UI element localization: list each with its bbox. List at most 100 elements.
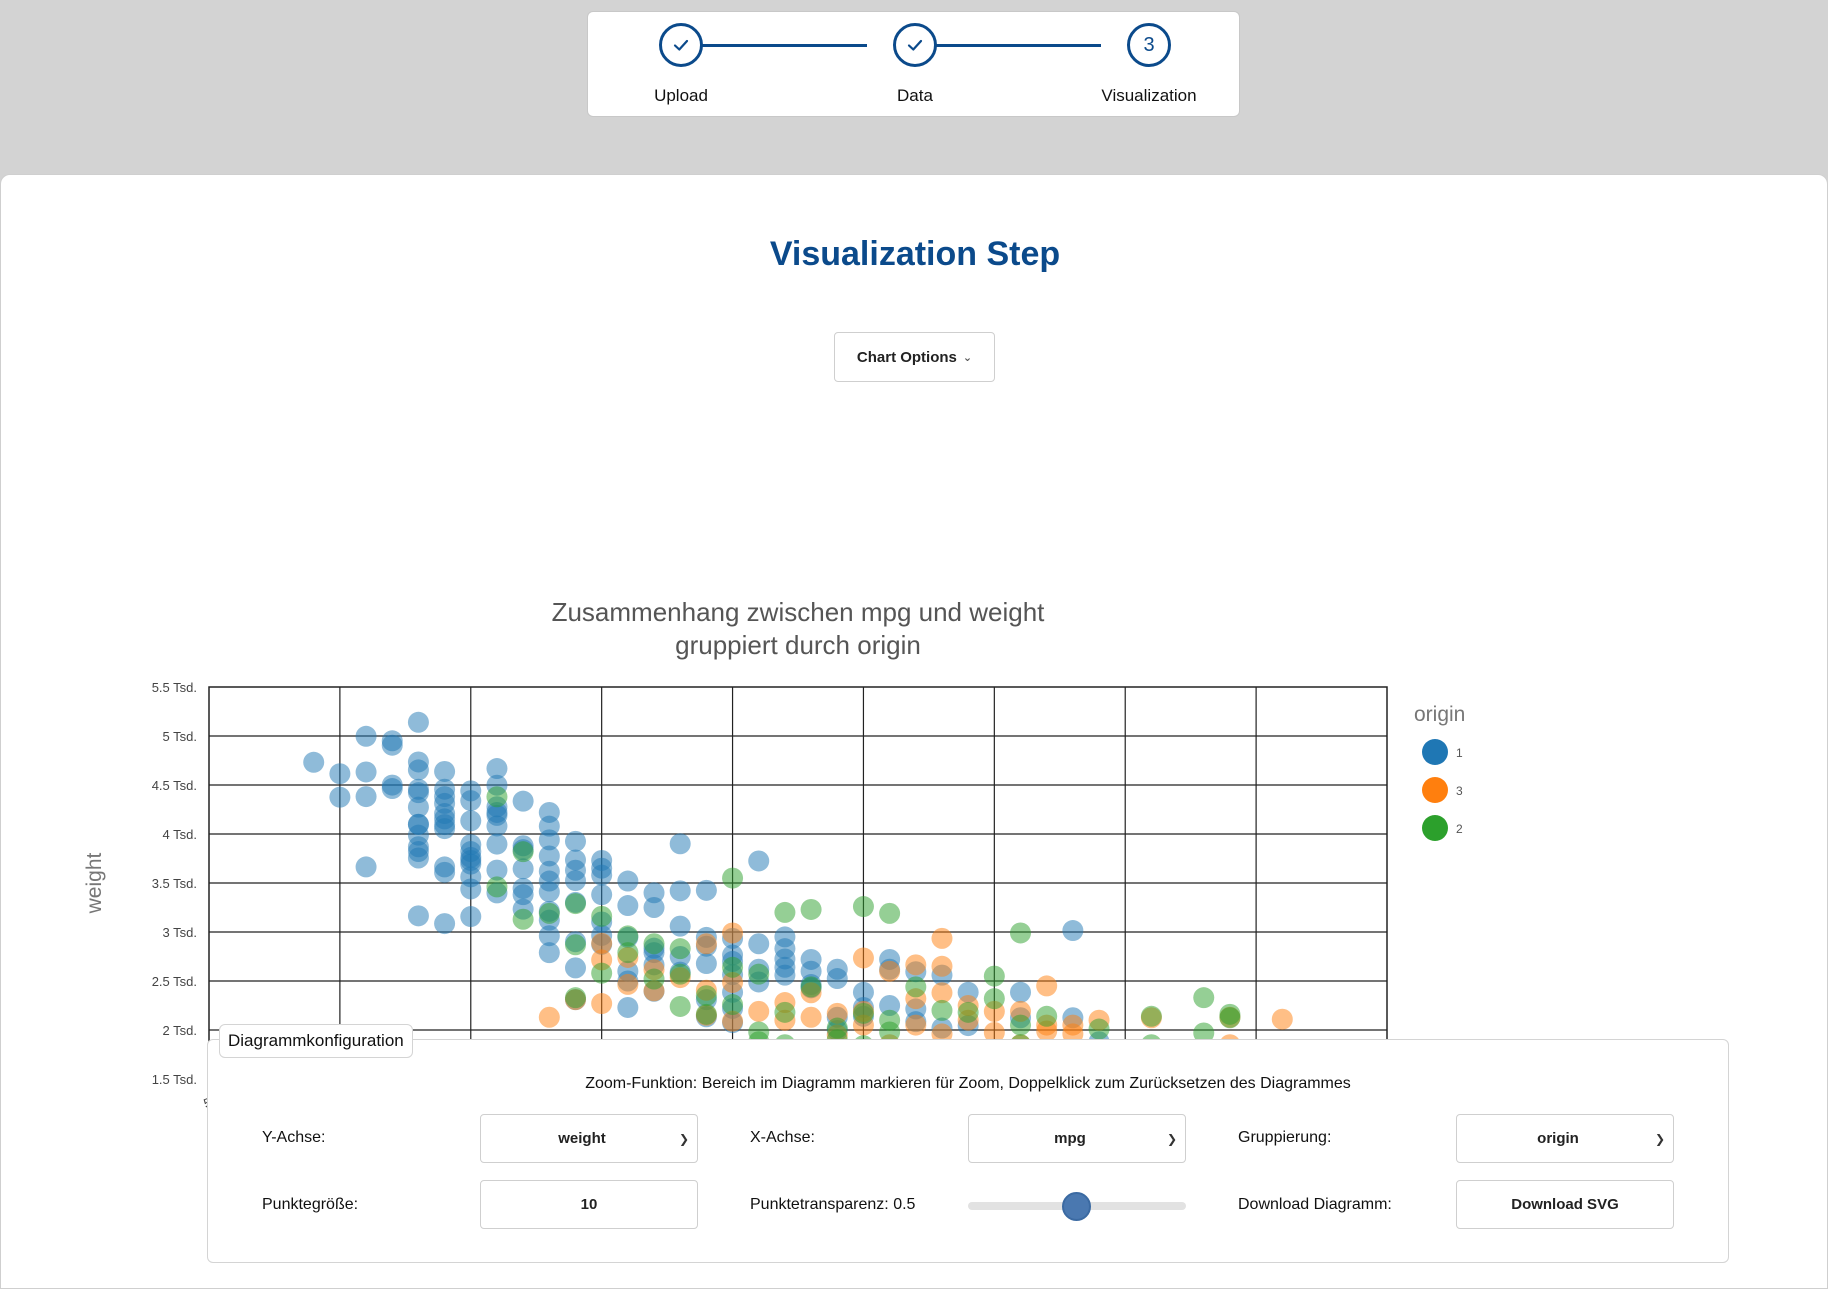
data-point-origin-2 (931, 999, 953, 1021)
data-point-origin-1 (460, 810, 482, 832)
data-point-origin-2 (669, 995, 691, 1017)
chevron-down-icon: ❯ (1654, 1131, 1666, 1146)
data-point-origin-2 (538, 902, 560, 924)
data-point-origin-3 (591, 993, 613, 1015)
chart-options-button[interactable]: Chart Options ⌄ (834, 332, 995, 382)
data-point-origin-1 (669, 915, 691, 937)
data-point-origin-2 (957, 1001, 979, 1023)
y-axis-label: Y-Achse: (262, 1129, 326, 1146)
data-point-origin-2 (617, 925, 639, 947)
data-point-origin-3 (800, 1006, 822, 1028)
config-legend: Diagrammkonfiguration (219, 1024, 413, 1058)
data-point-origin-1 (538, 829, 560, 851)
data-point-origin-3 (983, 1021, 1005, 1043)
data-point-origin-2 (564, 987, 586, 1009)
data-point-origin-3 (905, 1014, 927, 1036)
data-point-origin-1 (407, 782, 429, 804)
data-point-origin-2 (1088, 1018, 1110, 1040)
data-point-origin-1 (486, 859, 508, 881)
data-point-origin-2 (1010, 1014, 1032, 1036)
page-title: Visualization Step (769, 235, 1061, 273)
x-axis-select[interactable]: mpg ❯ (968, 1114, 1186, 1163)
legend-swatch-2 (1422, 815, 1448, 841)
data-point-origin-2 (1219, 1007, 1241, 1029)
check-icon (673, 39, 689, 51)
data-point-origin-2 (643, 933, 665, 955)
data-point-origin-1 (591, 884, 613, 906)
data-point-origin-1 (460, 906, 482, 928)
data-point-origin-1 (512, 884, 534, 906)
data-point-origin-1 (617, 996, 639, 1018)
stepper-connector (681, 44, 867, 47)
data-point-origin-3 (905, 954, 927, 976)
data-point-origin-2 (774, 901, 796, 923)
data-point-origin-2 (774, 1001, 796, 1023)
data-point-origin-1 (486, 758, 508, 780)
data-point-origin-2 (748, 963, 770, 985)
data-point-origin-2 (800, 976, 822, 998)
data-point-origin-1 (669, 880, 691, 902)
data-point-origin-1 (538, 925, 560, 947)
data-point-origin-3 (931, 955, 953, 977)
download-svg-button[interactable]: Download SVG (1456, 1180, 1674, 1229)
y-tick-label: 2.5 Tsd. (152, 974, 197, 989)
data-point-origin-2 (722, 994, 744, 1016)
opacity-label: Punktetransparenz: 0.5 (750, 1196, 916, 1213)
step-number: 3 (1143, 33, 1155, 56)
grouping-value: origin (1537, 1130, 1579, 1147)
scatter-chart[interactable]: Zusammenhang zwischen mpg und weightgrup… (1, 349, 1828, 1189)
legend-title: origin (1414, 703, 1465, 726)
data-point-origin-1 (564, 957, 586, 979)
data-point-origin-2 (669, 938, 691, 960)
x-axis-label: X-Achse: (750, 1129, 815, 1146)
data-point-origin-2 (852, 896, 874, 918)
data-point-origin-2 (1193, 987, 1215, 1009)
data-point-origin-2 (800, 898, 822, 920)
opacity-slider-thumb[interactable] (1062, 1192, 1091, 1221)
data-point-origin-1 (407, 905, 429, 927)
data-point-origin-1 (355, 725, 377, 747)
data-point-origin-1 (617, 870, 639, 892)
grouping-select[interactable]: origin ❯ (1456, 1114, 1674, 1163)
y-tick-label: 5 Tsd. (163, 729, 197, 744)
chart-subtitle: gruppiert durch origin (675, 630, 921, 660)
data-point-origin-2 (564, 893, 586, 915)
check-icon (907, 39, 923, 51)
data-point-origin-3 (538, 1006, 560, 1028)
data-point-origin-1 (303, 751, 325, 773)
data-point-origin-1 (643, 897, 665, 918)
legend-swatch-3 (1422, 777, 1448, 803)
data-point-origin-2 (695, 985, 717, 1007)
data-point-origin-1 (617, 895, 639, 917)
data-point-origin-1 (669, 833, 691, 855)
data-point-origin-1 (434, 818, 456, 840)
data-point-origin-1 (748, 850, 770, 872)
data-point-origin-2 (1140, 1005, 1162, 1027)
data-point-origin-3 (722, 971, 744, 993)
data-point-origin-3 (879, 960, 901, 982)
chevron-down-icon: ⌄ (962, 352, 973, 364)
data-point-origin-1 (564, 830, 586, 852)
data-point-origin-3 (1036, 975, 1058, 997)
y-axis-select[interactable]: weight ❯ (480, 1114, 698, 1163)
data-point-origin-2 (512, 908, 534, 930)
y-tick-label: 5.5 Tsd. (152, 680, 197, 695)
step-visualization-circle[interactable]: 3 (1127, 23, 1171, 67)
data-point-origin-3 (695, 933, 717, 955)
data-point-origin-1 (564, 870, 586, 892)
grouping-label: Gruppierung: (1238, 1129, 1332, 1146)
y-tick-label: 3 Tsd. (163, 925, 197, 940)
data-point-origin-1 (538, 881, 560, 903)
y-tick-label: 4 Tsd. (163, 827, 197, 842)
step-data-circle[interactable] (893, 23, 937, 67)
y-tick-label: 4.5 Tsd. (152, 778, 197, 793)
y-tick-label: 2 Tsd. (163, 1023, 197, 1038)
step-visualization-label: Visualization (1101, 86, 1197, 105)
step-upload-circle[interactable] (659, 23, 703, 67)
point-size-input[interactable]: 10 (480, 1180, 698, 1229)
data-point-origin-2 (486, 876, 508, 898)
legend-label: 3 (1456, 784, 1463, 798)
data-point-origin-1 (329, 763, 351, 785)
chevron-down-icon: ❯ (678, 1131, 690, 1146)
data-point-origin-1 (329, 786, 351, 808)
